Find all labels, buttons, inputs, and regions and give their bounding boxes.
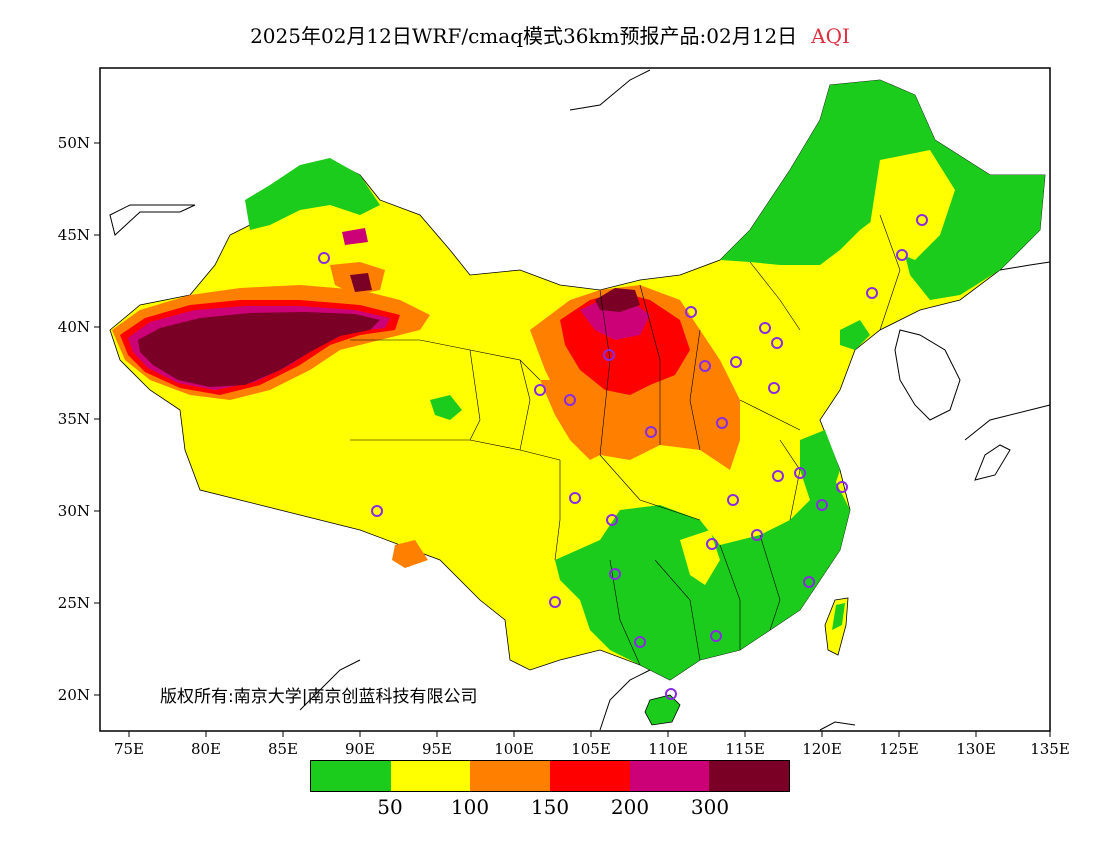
taiwan-green [832,603,845,630]
legend-label: 300 [690,795,730,819]
xinjiang-north-purple [342,228,368,245]
station-marker [730,356,742,368]
lat-label: 45N [58,226,90,244]
station-marker [569,492,581,504]
lat-label: 20N [58,686,90,704]
station-marker [836,481,848,493]
copyright-text: 版权所有:南京大学|南京创蓝科技有限公司 [160,687,478,707]
lat-label: 40N [58,318,90,336]
northeast-yellow-patch [870,150,955,260]
lat-label: 30N [58,502,90,520]
lon-label: 80E [191,740,221,758]
xinjiang-north-maroon [350,273,372,292]
station-marker [706,538,718,550]
aqi-legend-labels: 50 100 150 200 300 [310,795,790,819]
lon-label: 135E [1030,740,1070,758]
aqi-field [109,69,1051,731]
lon-label: 120E [802,740,842,758]
station-marker [371,505,383,517]
station-marker [699,360,711,372]
station-marker [727,494,739,506]
station-marker [916,214,928,226]
longitude-labels: 75E 80E 85E 90E 95E 100E 105E 110E 115E … [114,740,1070,758]
south-yellow-patch [680,530,720,585]
legend-swatch-2 [470,761,551,791]
legend-swatch-3 [550,761,630,791]
sichuan-orange-tail [540,380,610,460]
station-marker [803,576,815,588]
xinjiang-north-green [245,158,380,230]
station-marker [896,249,908,261]
legend-swatch-4 [629,761,710,791]
station-marker [759,322,771,334]
legend-label: 50 [377,795,403,819]
station-marker [816,499,828,511]
station-marker [751,529,763,541]
station-marker [564,394,576,406]
tarim-maroon [138,312,380,387]
lon-label: 75E [114,740,144,758]
lon-label: 115E [725,740,765,758]
station-marker [772,470,784,482]
station-marker [771,337,783,349]
station-marker [665,688,677,700]
station-marker [794,467,806,479]
station-marker [534,384,546,396]
lat-label: 25N [58,594,90,612]
hainan-island [644,694,681,726]
lon-label: 100E [494,740,534,758]
tibet-orange-spot [392,540,428,568]
lat-label: 35N [58,410,90,428]
central-maroon [595,288,640,312]
station-marker [603,349,615,361]
station-marker [645,426,657,438]
lon-label: 125E [879,740,919,758]
lon-label: 130E [956,740,996,758]
legend-swatch-0 [311,761,391,791]
legend-label: 200 [610,795,650,819]
station-marker [606,514,618,526]
title-main: 2025年02月12日WRF/cmaq模式36km预报产品:02月12日 [250,24,798,48]
legend-label: 100 [450,795,490,819]
station-marker [609,568,621,580]
station-marker [634,636,646,648]
lon-label: 95E [422,740,452,758]
title-product: AQI [811,24,850,48]
tibet-green-patch [430,395,462,420]
station-marker [549,596,561,608]
legend-swatch-5 [709,761,790,791]
central-purple [580,298,650,340]
lon-label: 90E [345,740,375,758]
axis-ticks [94,142,1051,737]
station-marker [716,417,728,429]
station-marker [710,630,722,642]
station-marker [866,287,878,299]
legend-label: 150 [530,795,570,819]
lon-label: 105E [571,740,611,758]
legend-swatch-1 [390,761,471,791]
station-marker [685,306,697,318]
station-marker [318,252,330,264]
aqi-legend-bar [310,760,790,792]
latitude-labels: 50N 45N 40N 35N 30N 25N 20N [58,134,90,704]
station-markers [318,214,928,700]
northeast-coast-green [840,320,870,350]
east-coast-green [800,430,840,500]
lat-label: 50N [58,134,90,152]
station-marker [768,382,780,394]
map-title: 2025年02月12日WRF/cmaq模式36km预报产品:02月12日 AQI [0,20,1100,49]
lon-label: 110E [648,740,688,758]
neighbor-coastlines [109,69,1051,731]
lon-label: 85E [268,740,298,758]
